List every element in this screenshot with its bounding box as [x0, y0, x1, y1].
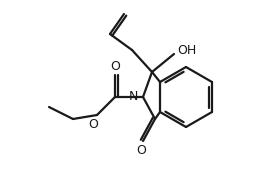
Text: O: O	[110, 60, 120, 73]
Text: O: O	[88, 118, 98, 131]
Text: O: O	[136, 144, 146, 157]
Text: N: N	[129, 90, 138, 104]
Text: OH: OH	[178, 43, 197, 56]
